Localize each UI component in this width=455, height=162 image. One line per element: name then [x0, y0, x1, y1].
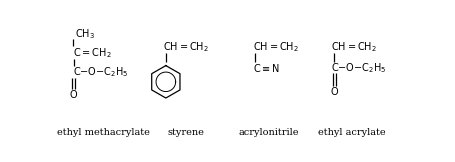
Text: $\mathrm{CH{=}CH_2}$: $\mathrm{CH{=}CH_2}$ — [253, 40, 298, 54]
Text: $\mathrm{O}$: $\mathrm{O}$ — [329, 85, 338, 97]
Text: ethyl acrylate: ethyl acrylate — [318, 128, 385, 137]
Text: $\mathrm{CH{=}CH_2}$: $\mathrm{CH{=}CH_2}$ — [163, 40, 208, 54]
Text: $\mathrm{C{=}CH_2}$: $\mathrm{C{=}CH_2}$ — [73, 46, 111, 60]
Text: $\mathrm{C{-}O{-}C_2H_5}$: $\mathrm{C{-}O{-}C_2H_5}$ — [330, 61, 385, 75]
Text: $\mathrm{O}$: $\mathrm{O}$ — [69, 88, 78, 100]
Text: $\mathrm{CH{=}CH_2}$: $\mathrm{CH{=}CH_2}$ — [330, 40, 376, 54]
Text: ethyl methacrylate: ethyl methacrylate — [56, 128, 149, 137]
Text: $\mathrm{C{-}O{-}C_2H_5}$: $\mathrm{C{-}O{-}C_2H_5}$ — [73, 65, 128, 79]
Text: $\mathrm{CH_3}$: $\mathrm{CH_3}$ — [75, 28, 95, 41]
Text: styrene: styrene — [167, 128, 204, 137]
Text: $\mathrm{C{\equiv}N}$: $\mathrm{C{\equiv}N}$ — [253, 62, 280, 74]
Text: acrylonitrile: acrylonitrile — [238, 128, 298, 137]
